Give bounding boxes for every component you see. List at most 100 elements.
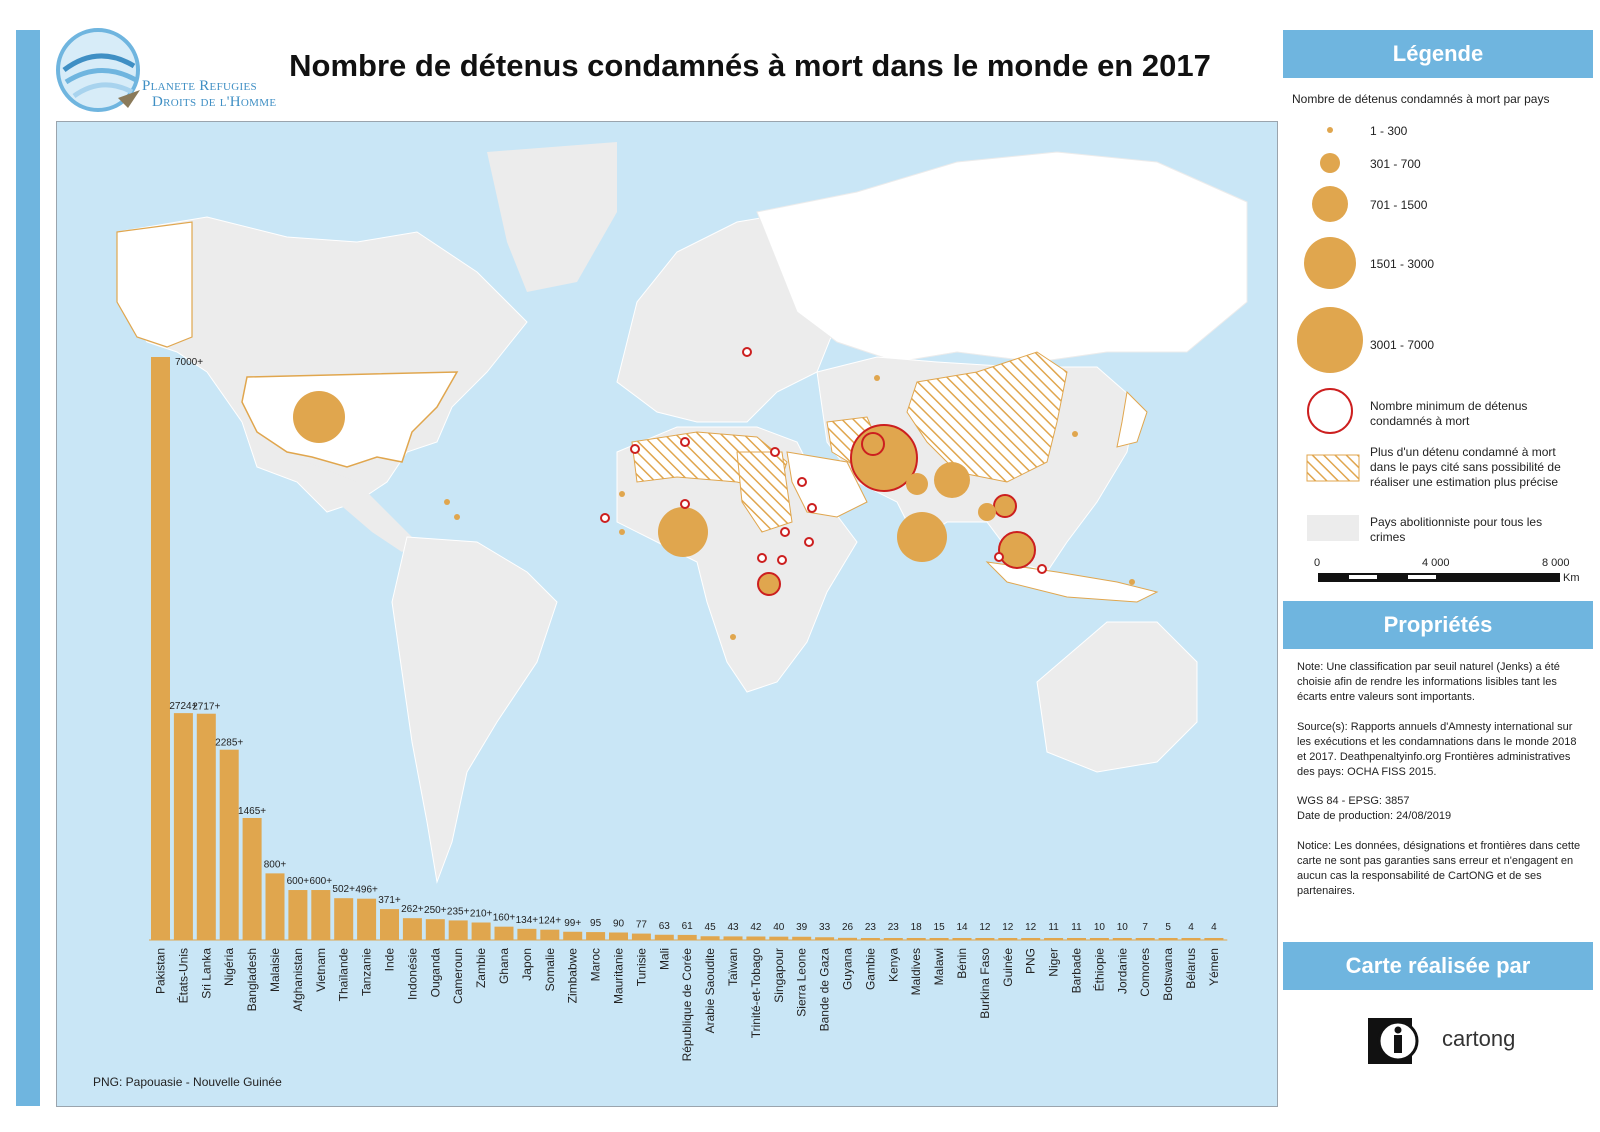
bar-9 (357, 898, 377, 940)
logo-line-2: Droits de l'Homme (152, 94, 277, 110)
logo-text: Planete Refugies Droits de l'Homme (142, 78, 276, 110)
bar-40 (1067, 938, 1086, 940)
category-label-7: Vietnam (314, 948, 328, 992)
bar-38 (1021, 938, 1041, 940)
land-australia (1036, 621, 1198, 773)
bar-14 (471, 922, 491, 940)
category-label-25: Taïwan (726, 948, 740, 986)
bar-22 (654, 934, 674, 940)
bar-label-18: 99+ (564, 918, 581, 929)
page-title: Nombre de détenus condamnés à mort dans … (289, 48, 1211, 83)
category-label-34: Malawi (932, 948, 946, 985)
bar-label-4: 1465+ (238, 806, 266, 817)
bar-label-24: 45 (705, 922, 717, 933)
category-label-6: Afghanistan (291, 948, 305, 1011)
symbol-small-11 (777, 555, 787, 565)
bar-1 (173, 713, 193, 940)
bar-36 (975, 938, 995, 940)
legend-symbol-class-1 (1327, 127, 1333, 133)
symbol-small-16 (444, 499, 450, 505)
symbol-vietnam (978, 503, 996, 521)
category-label-45: Bélarus (1184, 948, 1198, 989)
symbol-small-2 (630, 444, 640, 454)
bar-20 (609, 932, 628, 940)
bar-label-12: 250+ (424, 905, 447, 916)
bar-21 (631, 933, 651, 940)
symbol-nigeria (658, 507, 708, 557)
bar-label-2: 2717+ (192, 702, 220, 713)
category-label-46: Yémen (1207, 948, 1221, 986)
legend-hatch-swatch (1306, 454, 1360, 482)
land-alaska (116, 221, 193, 348)
category-label-37: Guinée (1001, 948, 1015, 987)
bar-16 (517, 928, 537, 940)
properties-crs: WGS 84 - EPSG: 3857 (1297, 795, 1410, 807)
symbol-small-20 (730, 634, 736, 640)
legend-header: Légende (1283, 30, 1593, 78)
land-south-america (391, 536, 558, 884)
bar-label-10: 371+ (378, 895, 401, 906)
legend-class-4-label: 1501 - 3000 (1370, 257, 1435, 271)
category-label-39: Niger (1047, 948, 1061, 977)
land-central-america (307, 462, 417, 552)
bar-3 (219, 749, 239, 940)
legend-symbol-class-2 (1320, 153, 1340, 173)
legend-class-2-label: 301 - 700 (1370, 157, 1421, 171)
symbol-small-22 (1129, 579, 1135, 585)
bar-label-26: 42 (750, 922, 762, 933)
category-label-29: Bande de Gaza (818, 948, 832, 1032)
symbol-small-17 (454, 514, 460, 520)
category-label-35: Bénin (955, 948, 969, 979)
made-by-header: Carte réalisée par (1283, 942, 1593, 990)
made-by-panel: Carte réalisée par (1283, 942, 1593, 990)
bar-6 (288, 890, 308, 940)
category-label-23: République de Corée (680, 948, 694, 1062)
category-label-44: Botswana (1161, 948, 1175, 1001)
bar-31 (860, 938, 880, 940)
symbol-small-3 (680, 437, 690, 447)
legend-abolition-label: Pays abolitionniste pour tous les crimes (1370, 515, 1543, 544)
category-label-19: Maroc (589, 948, 603, 981)
category-label-13: Cameroun (451, 948, 465, 1004)
bar-label-17: 124+ (539, 916, 562, 927)
category-label-41: Éthiopie (1091, 948, 1106, 992)
legend-class-1-label: 1 - 300 (1370, 124, 1408, 138)
symbol-small-5 (797, 477, 807, 487)
symbol-small-9 (780, 527, 790, 537)
bar-label-7: 600+ (310, 876, 333, 887)
symbol-united-states (293, 391, 345, 443)
bar-label-45: 4 (1188, 922, 1194, 933)
legend-symbol-minimum (1307, 388, 1353, 434)
category-label-9: Tanzanie (360, 948, 374, 996)
bar-label-6: 600+ (287, 876, 310, 887)
category-label-24: Arabie Saoudite (703, 948, 717, 1034)
category-label-1: États-Unis (175, 948, 190, 1003)
symbol-small-13 (994, 552, 1004, 562)
bar-label-3: 2285+ (215, 738, 243, 749)
bar-19 (586, 932, 606, 940)
bar-46 (1204, 938, 1224, 940)
bar-label-13: 235+ (447, 906, 470, 917)
bar-30 (838, 937, 857, 940)
legend-class-3-label: 701 - 1500 (1370, 198, 1428, 212)
category-label-14: Zambie (474, 948, 488, 988)
bar-label-11: 262+ (401, 904, 424, 915)
bar-label-8: 502+ (332, 884, 355, 895)
legend-symbols (1297, 127, 1363, 541)
bar-42 (1112, 938, 1132, 940)
legend-panel: Légende (1283, 30, 1593, 78)
bar-34 (929, 938, 949, 940)
properties-sources: Source(s): Rapports annuels d'Amnesty in… (1297, 721, 1577, 778)
cartong-wordmark: cartong (1442, 1026, 1516, 1051)
bar-29 (815, 937, 835, 940)
bar-24 (700, 936, 720, 940)
category-label-27: Singapour (772, 948, 786, 1003)
category-label-2: Sri Lanka (199, 948, 213, 999)
bar-7 (311, 890, 331, 940)
category-label-30: Guyana (841, 948, 855, 990)
png-note: PNG: Papouasie - Nouvelle Guinée (93, 1075, 282, 1089)
bar-33 (906, 938, 926, 940)
bar-0 (151, 357, 170, 940)
bar-label-43: 7 (1142, 922, 1148, 933)
bar-label-1: 2724+ (169, 701, 197, 712)
